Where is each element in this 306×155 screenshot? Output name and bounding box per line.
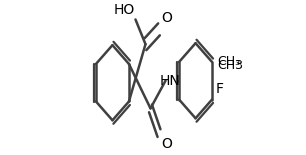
Text: CH₃: CH₃ [217, 55, 240, 69]
Text: F: F [216, 82, 224, 96]
Text: O: O [161, 137, 172, 151]
Text: HN: HN [159, 74, 180, 88]
Text: CH3: CH3 [217, 59, 243, 72]
Text: O: O [161, 11, 172, 25]
Text: HO: HO [113, 4, 134, 18]
